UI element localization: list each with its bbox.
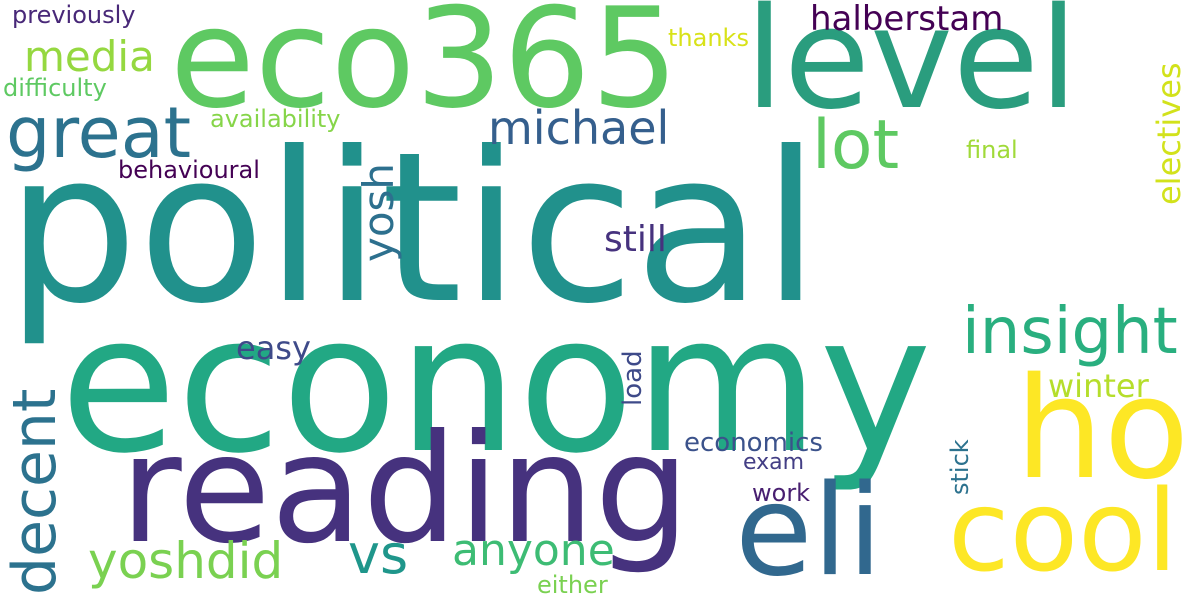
word-behavioural: behavioural	[118, 156, 260, 184]
word-media: media	[24, 32, 155, 81]
word-eli: eli	[735, 457, 883, 600]
word-decent: decent	[0, 388, 70, 595]
word-electives: electives	[1150, 62, 1188, 205]
word-final: final	[966, 136, 1018, 164]
word-michael: michael	[488, 101, 670, 155]
word-level: level	[745, 0, 1078, 141]
word-economy: economy	[60, 274, 932, 495]
word-work: work	[752, 479, 811, 507]
word-yosh: yosh	[354, 162, 403, 262]
word-exam: exam	[743, 450, 805, 475]
word-thanks: thanks	[668, 24, 749, 52]
word-vs: vs	[348, 523, 409, 586]
word-economics: economics	[684, 428, 823, 458]
word-still: still	[604, 219, 667, 260]
word-previously: previously	[12, 1, 136, 29]
word-winter: winter	[1048, 367, 1149, 405]
word-cool: cool	[948, 467, 1178, 597]
word-load: load	[618, 350, 648, 406]
word-lot: lot	[812, 106, 900, 185]
word-either: either	[537, 571, 608, 599]
word-political: political	[6, 108, 820, 350]
word-availability: availability	[210, 105, 341, 133]
word-ho: ho	[1015, 348, 1190, 511]
word-reading: reading	[120, 403, 690, 577]
word-great: great	[6, 92, 192, 174]
word-halberstam: halberstam	[810, 0, 1004, 39]
word-eco365: eco365	[170, 0, 679, 139]
word-stick: stick	[946, 439, 974, 495]
word-anyone: anyone	[452, 525, 615, 576]
word-yoshdid: yoshdid	[88, 532, 284, 590]
word-difficulty: difficulty	[3, 74, 107, 102]
word-easy: easy	[236, 329, 311, 367]
word-insight: insight	[962, 295, 1178, 369]
